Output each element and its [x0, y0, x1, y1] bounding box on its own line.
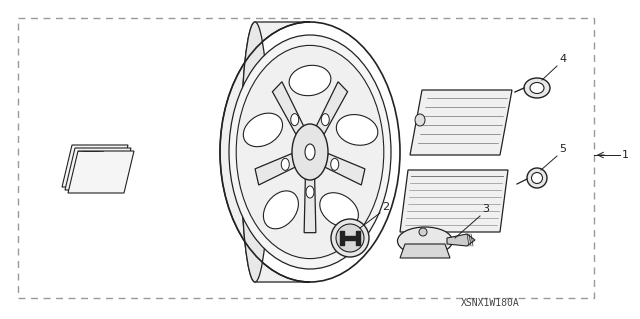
Polygon shape	[325, 153, 365, 185]
Polygon shape	[400, 170, 508, 232]
Ellipse shape	[331, 219, 369, 257]
Ellipse shape	[531, 173, 543, 183]
Polygon shape	[65, 148, 131, 190]
Polygon shape	[410, 90, 512, 155]
Text: 1: 1	[622, 150, 629, 160]
Polygon shape	[273, 82, 303, 134]
Ellipse shape	[289, 65, 331, 96]
Ellipse shape	[331, 158, 339, 170]
Text: 3: 3	[482, 204, 489, 214]
Ellipse shape	[236, 45, 384, 259]
Ellipse shape	[336, 224, 364, 252]
Ellipse shape	[305, 144, 315, 160]
Ellipse shape	[241, 22, 269, 282]
Ellipse shape	[229, 35, 391, 269]
Ellipse shape	[320, 193, 358, 227]
Ellipse shape	[292, 124, 328, 180]
Bar	[18, 18, 594, 298]
Polygon shape	[304, 179, 316, 233]
Ellipse shape	[281, 158, 289, 170]
Polygon shape	[316, 82, 348, 134]
Text: XSNX1W180A: XSNX1W180A	[461, 298, 520, 308]
Ellipse shape	[243, 113, 282, 147]
Text: 5: 5	[559, 144, 566, 154]
Polygon shape	[255, 153, 295, 185]
Polygon shape	[62, 145, 128, 187]
Ellipse shape	[337, 115, 378, 145]
Ellipse shape	[524, 78, 550, 98]
Text: 2: 2	[382, 202, 389, 212]
Ellipse shape	[321, 114, 330, 126]
Ellipse shape	[415, 114, 425, 126]
Ellipse shape	[264, 191, 298, 229]
Text: 4: 4	[559, 54, 566, 64]
Polygon shape	[400, 244, 450, 258]
Polygon shape	[220, 22, 310, 282]
Polygon shape	[68, 151, 134, 193]
Ellipse shape	[397, 227, 452, 255]
Ellipse shape	[306, 186, 314, 198]
Ellipse shape	[530, 83, 544, 93]
Polygon shape	[447, 234, 475, 246]
Ellipse shape	[419, 228, 427, 236]
Ellipse shape	[527, 168, 547, 188]
Ellipse shape	[291, 114, 299, 126]
